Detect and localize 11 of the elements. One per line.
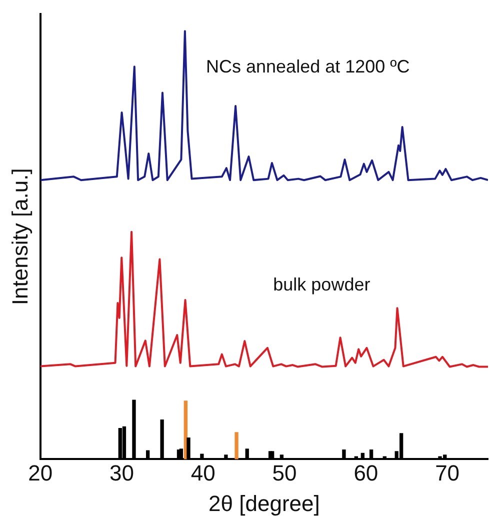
x-tick-label: 50	[272, 460, 297, 486]
x-tick-label: 20	[28, 460, 53, 486]
annotation: NCs annealed at 1200 ºC	[206, 56, 410, 76]
x-tick-label: 30	[110, 460, 134, 486]
x-tick-label: 60	[354, 460, 378, 486]
y-axis-title: Intensity [a.u.]	[7, 168, 32, 306]
x-tick-label: 40	[190, 460, 216, 486]
bar	[234, 432, 238, 460]
x-tick-label: 70	[435, 460, 460, 486]
annotation: bulk powder	[273, 274, 370, 295]
x-axis-title: 2θ [degree]	[208, 490, 320, 516]
